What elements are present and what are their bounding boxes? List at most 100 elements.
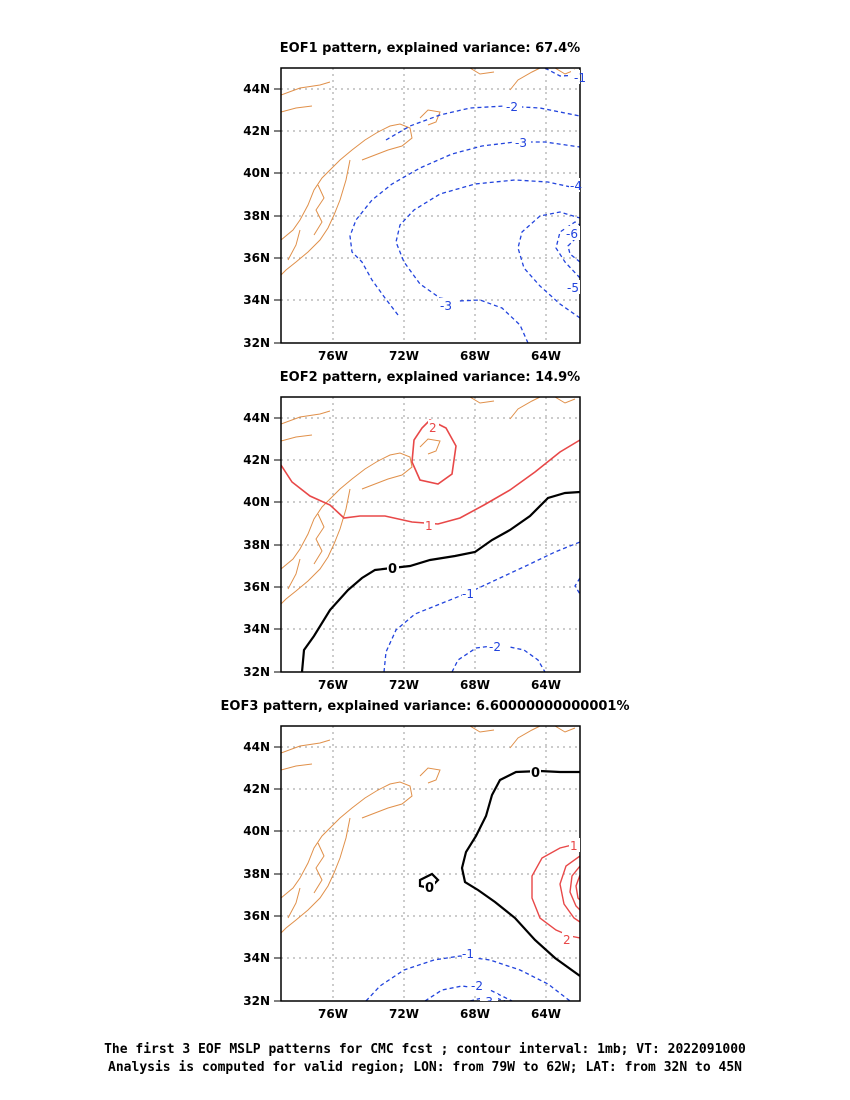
contour-line <box>281 439 580 525</box>
contour-line <box>385 105 580 141</box>
contour-label: -1 <box>462 947 474 961</box>
plot-frame <box>280 396 581 673</box>
y-axis-ticks: 44N 42N 40N 38N 36N 34N 32N <box>243 740 281 1008</box>
y-tick-label: 34N <box>243 622 270 636</box>
contour-line <box>574 577 580 595</box>
y-tick-label: 38N <box>243 867 270 881</box>
contour-labels: -1 -2 -3 -4 -5 -6 -3 <box>438 70 586 313</box>
contour-line <box>411 419 457 485</box>
contour-labels: 2 1 0 -1 -2 <box>387 420 508 654</box>
contour-label: 1 <box>570 839 578 853</box>
contour-label: -3 <box>515 136 527 150</box>
y-tick-label: 36N <box>243 580 270 594</box>
contour-line <box>517 211 580 319</box>
y-tick-label: 32N <box>243 336 270 350</box>
panel-eof3: EOF3 pattern, explained variance: 6.6000… <box>221 699 630 1021</box>
contour-label: -1 <box>462 587 474 601</box>
y-tick-label: 40N <box>243 166 270 180</box>
contour-label: -3 <box>440 299 452 313</box>
contour-line <box>424 985 513 1001</box>
positive-contours <box>281 419 580 525</box>
contour-line <box>383 541 580 672</box>
y-tick-label: 44N <box>243 82 270 96</box>
contour-label: -4 <box>570 179 582 193</box>
positive-contours <box>531 842 580 939</box>
x-tick-label: 68W <box>460 349 490 363</box>
contour-label: 0 <box>388 562 397 577</box>
x-axis-ticks: 76W 72W 68W 64W <box>318 1007 561 1021</box>
x-tick-label: 76W <box>318 678 348 692</box>
x-tick-label: 64W <box>531 1007 561 1021</box>
contour-label: -6 <box>566 227 578 241</box>
contour-label: 1 <box>425 519 433 533</box>
x-tick-label: 72W <box>389 1007 419 1021</box>
contour-label: 2 <box>429 421 437 435</box>
negative-contours <box>349 68 580 343</box>
x-tick-label: 64W <box>531 678 561 692</box>
negative-contours <box>383 541 580 672</box>
coastline <box>281 726 576 934</box>
contour-label: -5 <box>567 281 579 295</box>
contour-label: -2 <box>471 979 483 993</box>
panel-title: EOF2 pattern, explained variance: 14.9% <box>280 370 580 385</box>
y-tick-label: 36N <box>243 909 270 923</box>
contour-line <box>395 179 580 343</box>
y-tick-label: 34N <box>243 293 270 307</box>
contour-line <box>567 237 580 263</box>
contour-label: 0 <box>425 881 434 896</box>
x-tick-label: 72W <box>389 678 419 692</box>
panel-title: EOF3 pattern, explained variance: 6.6000… <box>221 699 630 714</box>
caption-line-1: The first 3 EOF MSLP patterns for CMC fc… <box>104 1042 746 1057</box>
plot-frame <box>280 67 581 344</box>
x-tick-label: 76W <box>318 1007 348 1021</box>
grid-lines <box>281 68 580 343</box>
y-tick-label: 44N <box>243 411 270 425</box>
y-tick-label: 40N <box>243 824 270 838</box>
contour-line <box>469 995 506 1001</box>
caption-line-2: Analysis is computed for valid region; L… <box>108 1060 742 1075</box>
y-tick-label: 38N <box>243 538 270 552</box>
y-tick-label: 40N <box>243 495 270 509</box>
x-axis-ticks: 76W 72W 68W 64W <box>318 349 561 363</box>
contour-line <box>460 769 580 977</box>
y-tick-label: 42N <box>243 453 270 467</box>
x-tick-label: 64W <box>531 349 561 363</box>
contour-line <box>559 855 580 923</box>
contour-line <box>575 874 580 901</box>
x-tick-label: 68W <box>460 678 490 692</box>
panel-eof1: EOF1 pattern, explained variance: 67.4% <box>243 41 586 363</box>
panel-eof2: EOF2 pattern, explained variance: 14.9% <box>243 370 581 692</box>
contour-labels: 0 0 1 2 -1 -2 -3 <box>424 765 580 1009</box>
y-tick-label: 34N <box>243 951 270 965</box>
x-tick-label: 76W <box>318 349 348 363</box>
contour-line <box>349 141 580 316</box>
y-tick-label: 44N <box>243 740 270 754</box>
plot-frame <box>280 725 581 1002</box>
grid-lines <box>281 397 580 672</box>
y-tick-label: 32N <box>243 994 270 1008</box>
y-tick-label: 36N <box>243 251 270 265</box>
panel-title: EOF1 pattern, explained variance: 67.4% <box>280 41 580 56</box>
contour-label: -3 <box>481 995 493 1009</box>
contour-line <box>569 865 580 911</box>
contour-line <box>365 955 571 1001</box>
y-axis-ticks: 44N 42N 40N 38N 36N 34N 32N <box>243 411 281 679</box>
y-tick-label: 32N <box>243 665 270 679</box>
negative-contours <box>365 955 571 1001</box>
contour-line <box>300 490 580 672</box>
y-tick-label: 38N <box>243 209 270 223</box>
coastline <box>281 68 576 276</box>
contour-label: 0 <box>531 766 540 781</box>
y-tick-label: 42N <box>243 782 270 796</box>
y-tick-label: 42N <box>243 124 270 138</box>
contour-label: 2 <box>563 933 571 947</box>
contour-label: -1 <box>574 71 586 85</box>
contour-line <box>531 842 580 939</box>
contour-label: -2 <box>489 640 501 654</box>
x-axis-ticks: 76W 72W 68W 64W <box>318 678 561 692</box>
zero-contour <box>300 490 580 672</box>
x-tick-label: 68W <box>460 1007 490 1021</box>
x-tick-label: 72W <box>389 349 419 363</box>
contour-label: -2 <box>506 100 518 114</box>
